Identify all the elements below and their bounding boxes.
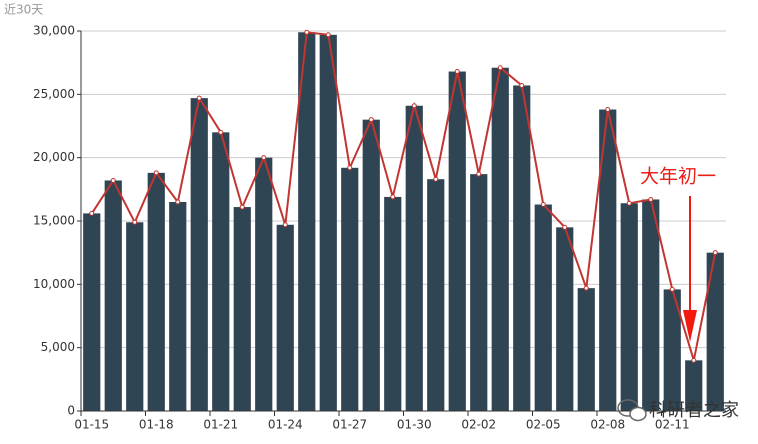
y-tick-label: 25,000: [33, 87, 75, 101]
bar: [362, 119, 380, 412]
line-point: [583, 285, 589, 291]
line-point: [304, 29, 310, 35]
bar: [663, 289, 681, 411]
line-point: [390, 194, 396, 200]
line-point: [648, 196, 654, 202]
watermark-icon: [617, 399, 647, 422]
line-point: [540, 202, 546, 208]
trend-line: [90, 31, 717, 361]
x-tick-label: 02-11: [655, 418, 690, 432]
bar: [405, 105, 423, 411]
subtitle: 近30天: [4, 3, 43, 17]
bar: [255, 157, 273, 411]
bar: [341, 167, 359, 411]
bar: [169, 202, 187, 411]
line-point: [476, 171, 482, 177]
line-point: [89, 210, 95, 216]
x-tick-label: 01-18: [139, 418, 174, 432]
bar: [620, 203, 638, 411]
line-point: [605, 107, 611, 113]
y-tick-label: 15,000: [33, 214, 75, 228]
x-tick-label: 01-24: [268, 418, 303, 432]
x-tick-label: 02-05: [526, 418, 561, 432]
bar: [319, 34, 337, 412]
line-point: [282, 222, 288, 228]
bar: [190, 98, 208, 411]
x-tick-label: 01-21: [203, 418, 238, 432]
x-tick-label: 01-15: [74, 418, 109, 432]
line-point: [411, 103, 417, 109]
bar: [685, 360, 703, 411]
line-point: [239, 204, 245, 210]
bar: [233, 207, 251, 411]
line-point: [196, 95, 202, 101]
x-tick-label: 01-30: [397, 418, 432, 432]
line-point: [153, 170, 159, 176]
line-point: [497, 65, 503, 71]
line-point: [218, 129, 224, 135]
line-point: [175, 199, 181, 205]
bar: [513, 85, 531, 411]
bar: [642, 199, 660, 411]
line-point: [454, 69, 460, 75]
annotation: 大年初一: [640, 166, 716, 188]
line-point: [669, 286, 675, 292]
bar: [599, 109, 617, 412]
bar: [83, 213, 101, 411]
bar: [298, 32, 316, 412]
y-tick-label: 30,000: [33, 24, 75, 38]
bar: [470, 174, 488, 411]
line-point: [325, 32, 331, 38]
line-point: [562, 224, 568, 230]
bar: [384, 196, 402, 411]
x-tick-label: 02-02: [461, 418, 496, 432]
bar: [276, 224, 294, 411]
y-tick-label: 20,000: [33, 150, 75, 164]
line-point: [347, 165, 353, 171]
bar: [104, 180, 122, 411]
bar: [448, 71, 466, 412]
x-tick-label: 02-08: [590, 418, 625, 432]
y-tick-label: 10,000: [33, 277, 75, 291]
watermark: 科研者之家: [649, 400, 739, 421]
bar: [147, 172, 165, 411]
line-point: [261, 155, 267, 161]
bar: [491, 67, 509, 411]
bar: [534, 204, 552, 411]
line-point: [519, 82, 525, 88]
line-point: [433, 176, 439, 182]
line-point: [626, 200, 632, 206]
line-point: [132, 219, 138, 225]
bar: [212, 132, 230, 412]
bar: [126, 222, 144, 411]
x-tick-label: 01-27: [332, 418, 367, 432]
y-tick-label: 0: [67, 404, 75, 418]
line-point: [712, 250, 718, 256]
annotation-arrow: [683, 196, 697, 342]
line-point: [368, 117, 374, 123]
line-point: [691, 357, 697, 363]
line-point: [110, 177, 116, 183]
bar: [577, 288, 595, 411]
bar: [556, 227, 574, 411]
y-tick-label: 5,000: [41, 340, 75, 354]
bar: [427, 179, 445, 411]
bar: [706, 252, 724, 411]
